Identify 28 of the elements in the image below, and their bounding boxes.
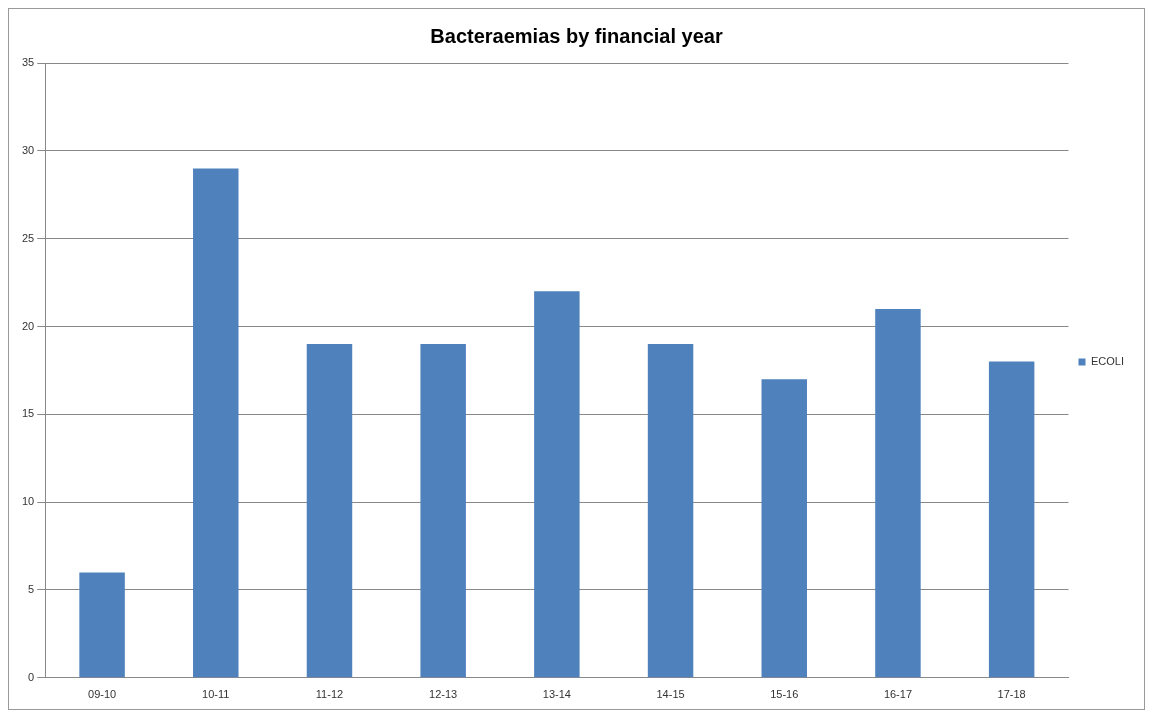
bar — [647, 344, 694, 678]
bar — [761, 379, 807, 678]
x-tick-label: 10-11 — [202, 688, 230, 701]
bar — [988, 361, 1035, 678]
x-tick-label: 11-12 — [315, 688, 344, 701]
x-tick-label: 13-14 — [542, 688, 571, 701]
bar — [534, 291, 580, 678]
x-tick-label: 14-15 — [656, 688, 685, 701]
x-tick-label: 12-13 — [429, 688, 458, 701]
bar — [420, 344, 466, 678]
x-tick-label: 16-17 — [883, 688, 913, 701]
y-tick-label: 5 — [28, 583, 35, 595]
y-tick-label: 25 — [21, 231, 35, 244]
x-tick-label: 15-16 — [770, 688, 799, 701]
legend-label: ECOLI — [1090, 355, 1124, 368]
chart-title: Bacteraemias by financial year — [430, 24, 723, 47]
y-tick-label: 20 — [21, 319, 35, 332]
y-tick-label: 15 — [21, 407, 35, 420]
y-tick-label: 35 — [21, 56, 35, 69]
bar — [306, 344, 353, 678]
y-tick-label: 30 — [21, 143, 35, 156]
x-tick-label: 17-18 — [997, 688, 1026, 701]
y-tick-label: 0 — [28, 670, 35, 683]
x-tick-label: 09-10 — [88, 688, 117, 701]
bar — [193, 168, 239, 678]
bar — [875, 308, 921, 678]
y-tick-label: 10 — [21, 495, 35, 508]
bar — [79, 572, 125, 678]
